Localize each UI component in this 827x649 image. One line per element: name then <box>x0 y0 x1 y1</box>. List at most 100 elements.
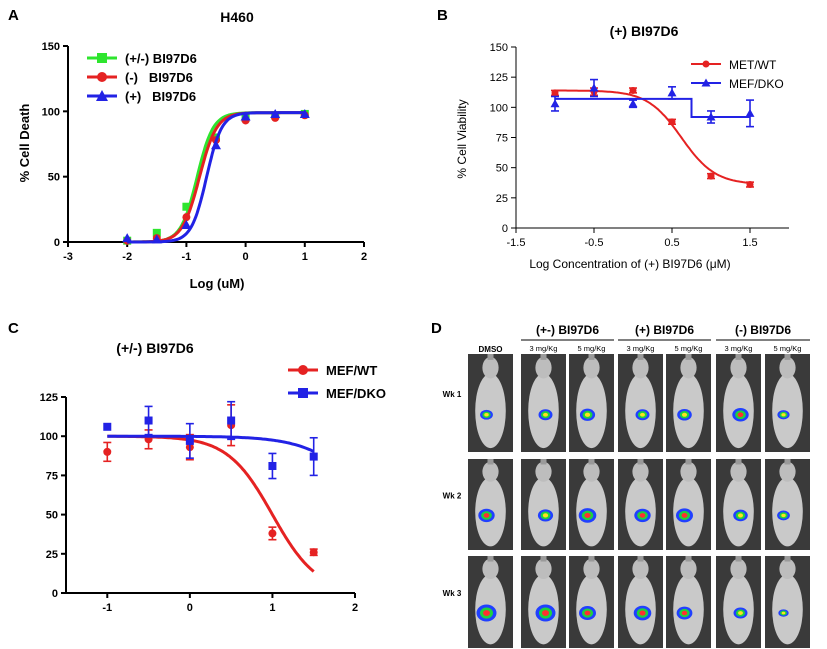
mouse-head <box>632 461 649 482</box>
mouse-head <box>632 558 649 579</box>
mouse-head <box>779 558 796 579</box>
nose-cone <box>784 556 791 562</box>
chart-b-met-wt-point <box>668 118 676 126</box>
nose-cone <box>735 556 742 562</box>
chart-b-met-wt-point <box>551 89 559 97</box>
tumor-signal-core <box>781 513 786 518</box>
mouse-image <box>765 354 810 452</box>
chart-b-mef-dko-point <box>589 83 599 92</box>
mouse-head <box>583 558 600 579</box>
nose-cone <box>735 354 742 360</box>
mouse-body <box>772 373 803 449</box>
tumor-signal-core <box>484 413 489 417</box>
chart-a-ylabel: % Cell Death <box>17 104 32 183</box>
nose-cone <box>637 556 644 562</box>
chart-b-legend-1-label: MEF/DKO <box>729 77 784 91</box>
chart-b-met-wt-point <box>629 86 637 94</box>
nose-cone <box>685 354 692 360</box>
mouse-body <box>772 574 803 645</box>
mouse-image <box>521 354 566 452</box>
chart-b-mef-dko-point <box>745 108 755 117</box>
chart-b-met-wt-curve <box>555 89 751 184</box>
week-row-label: Wk 3 <box>443 589 462 598</box>
chart-a-xtick-label: 2 <box>361 251 367 263</box>
chart-b-mef-dko-point <box>628 99 638 108</box>
chart-a-xtick-label: 0 <box>243 251 249 263</box>
chart-b-met-wt-point <box>746 181 754 189</box>
nose-cone <box>784 354 791 360</box>
chart-c-mef-wt-curve <box>107 434 315 573</box>
dose-column-header: 5 mg/Kg <box>578 344 606 353</box>
chart-b-met-wt-point <box>707 172 715 180</box>
nose-cone <box>540 354 547 360</box>
chart-c-mef-wt-point <box>268 529 277 538</box>
chart-a-ytick-label: 50 <box>48 172 60 184</box>
chart-b-xlabel: Log Concentration of (+) BI97D6 (μM) <box>529 257 730 271</box>
tumor-signal-core <box>584 610 591 616</box>
mouse-image <box>521 459 566 550</box>
mouse-head <box>680 356 697 379</box>
chart-b-title: (+) BI97D6 <box>610 23 679 39</box>
chart-c-xtick-label: 2 <box>352 602 358 614</box>
mouse-head <box>779 461 796 482</box>
panel-letter-d: D <box>431 320 442 337</box>
chart-c-xtick-label: -1 <box>102 602 112 614</box>
mouse-image <box>666 459 711 550</box>
chart-b-legend-0-label: MET/WT <box>729 58 777 72</box>
mouse-image <box>765 459 810 550</box>
chart-c-mef-wt-point <box>103 447 112 456</box>
tumor-signal-core <box>681 610 688 616</box>
chart-c-title: (+/-) BI97D6 <box>116 340 194 356</box>
chart-a-legend-1-label: (-) BI97D6 <box>125 70 193 85</box>
chart-b-ytick-label: 25 <box>496 193 508 205</box>
tumor-signal-core <box>781 413 786 417</box>
mouse-image <box>468 556 513 648</box>
chart-a-legend-0-swatch-marker <box>97 53 107 63</box>
chart-b-mef-dko-point <box>667 88 677 97</box>
nose-cone <box>487 556 494 562</box>
chart-a-bi97d6-point <box>122 233 133 243</box>
chart-a-bi97d6-point <box>299 108 310 118</box>
tumor-signal-core <box>640 412 645 417</box>
mouse-image <box>618 556 663 648</box>
tumor-signal-core <box>483 513 490 518</box>
chart-a-legend-2-swatch-marker <box>96 90 108 101</box>
tumor-signal-core <box>483 610 490 617</box>
dose-column-header: 5 mg/Kg <box>675 344 703 353</box>
chart-c-mef-dko-point <box>309 452 318 461</box>
chart-b: (+) BI97D6 Log Concentration of (+) BI97… <box>455 23 789 271</box>
chart-b-mef-dko-point <box>550 99 560 108</box>
week-row-label: Wk 2 <box>443 492 462 501</box>
chart-c-legend-0-swatch-marker <box>298 365 308 375</box>
mouse-image <box>569 556 614 648</box>
mouse-head <box>730 558 747 579</box>
tumor-signal-core <box>681 512 688 518</box>
nose-cone <box>784 459 791 465</box>
mouse-image <box>716 459 761 550</box>
group-header: (+-) BI97D6 <box>536 323 599 337</box>
tumor-signal-core <box>543 412 548 417</box>
chart-c-mef-dko-point <box>185 436 194 445</box>
chart-a-bi97d6-point <box>182 213 191 222</box>
mouse-image <box>468 459 513 550</box>
mouse-head <box>482 558 499 579</box>
chart-c-ytick-label: 125 <box>40 392 58 404</box>
chart-c-ytick-label: 50 <box>46 510 58 522</box>
chart-b-legend-0-swatch-marker <box>702 60 710 68</box>
mouse-image <box>716 556 761 648</box>
chart-c-ytick-label: 0 <box>52 588 58 600</box>
chart-a-bi97d6-point <box>152 228 161 237</box>
chart-a-legend-1-swatch-marker <box>97 72 107 82</box>
chart-a-xtick-label: -3 <box>63 251 73 263</box>
chart-c-mef-dko-point <box>144 416 153 425</box>
group-header: (-) BI97D6 <box>735 323 791 337</box>
chart-c-legend-0-label: MEF/WT <box>326 363 377 378</box>
chart-b-ytick-label: 0 <box>502 223 508 235</box>
mouse-head <box>482 356 499 379</box>
mouse-head <box>535 356 552 379</box>
nose-cone <box>685 556 692 562</box>
dose-column-header: 3 mg/Kg <box>725 344 753 353</box>
chart-a-bi97d6-point <box>240 111 251 121</box>
nose-cone <box>588 459 595 465</box>
mouse-image <box>666 354 711 452</box>
